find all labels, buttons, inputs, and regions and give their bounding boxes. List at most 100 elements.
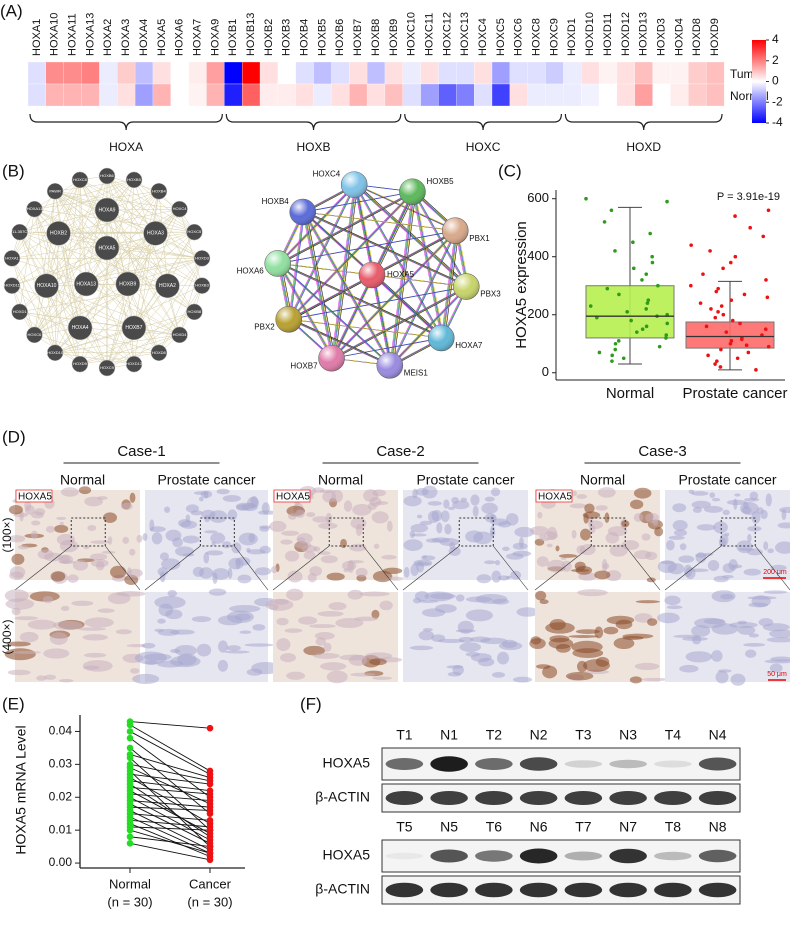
edge bbox=[334, 230, 459, 359]
tissue bbox=[476, 574, 492, 584]
tissue bbox=[280, 539, 293, 545]
tissue bbox=[132, 673, 160, 684]
y-tick-label: 200 bbox=[527, 306, 549, 321]
data-point bbox=[665, 199, 669, 204]
annotation: P = 3.91e-19 bbox=[717, 191, 780, 203]
gene-label: HOXA13 bbox=[84, 13, 96, 56]
tissue bbox=[313, 652, 340, 659]
gene-label: HOXB9 bbox=[388, 19, 400, 56]
tissue bbox=[185, 504, 199, 513]
edge bbox=[279, 263, 392, 366]
data-point bbox=[735, 356, 740, 361]
tissue bbox=[44, 674, 56, 680]
gene-label: HOXC6 bbox=[513, 18, 525, 56]
edge bbox=[19, 231, 108, 369]
data-point bbox=[613, 347, 618, 352]
tissue bbox=[157, 618, 166, 624]
tissue bbox=[17, 545, 29, 550]
y-tick-label: 0.01 bbox=[49, 822, 73, 836]
tissue bbox=[496, 651, 510, 665]
node-label: HOXC4 bbox=[173, 206, 188, 211]
tissue bbox=[455, 594, 465, 602]
node-label: HOXA5 bbox=[387, 270, 415, 279]
x-tick-label: Cancer bbox=[189, 876, 232, 891]
pair-line bbox=[129, 793, 211, 801]
pair-line bbox=[129, 826, 211, 831]
heatmap-cell bbox=[420, 61, 439, 85]
tissue bbox=[317, 551, 331, 555]
edge bbox=[390, 230, 457, 366]
band bbox=[385, 791, 424, 805]
pair-line bbox=[129, 836, 211, 848]
lane-label: N4 bbox=[709, 727, 727, 743]
edge bbox=[413, 191, 444, 339]
pair-line bbox=[129, 731, 211, 775]
data-point bbox=[706, 353, 710, 358]
heatmap-cell bbox=[170, 83, 190, 107]
heatmap-cell bbox=[313, 61, 332, 85]
micrograph bbox=[265, 588, 403, 684]
tissue bbox=[574, 561, 586, 571]
heatmap-cell bbox=[706, 61, 725, 85]
node-shine bbox=[428, 324, 455, 351]
edge bbox=[331, 286, 467, 359]
zoom-line bbox=[272, 545, 330, 591]
heatmap-cell bbox=[206, 61, 225, 85]
tissue bbox=[178, 519, 192, 528]
tissue bbox=[309, 566, 323, 577]
tissue bbox=[510, 570, 522, 580]
y-axis-title: HOXA5 mRNA Level bbox=[13, 725, 29, 854]
data-point bbox=[631, 266, 636, 271]
tissue bbox=[174, 546, 195, 557]
tissue bbox=[217, 659, 229, 672]
tissue bbox=[767, 548, 774, 554]
data-point bbox=[126, 744, 134, 752]
data-point bbox=[126, 826, 134, 834]
tissue bbox=[443, 499, 450, 509]
edge bbox=[54, 191, 203, 259]
heatmap-cell bbox=[259, 61, 279, 85]
gene-label: HOXA5 bbox=[156, 19, 168, 56]
tissue bbox=[320, 662, 347, 671]
tissue bbox=[427, 501, 442, 506]
edge bbox=[55, 190, 195, 233]
tissue bbox=[101, 550, 116, 554]
data-point bbox=[713, 362, 717, 366]
heatmap-cell bbox=[491, 61, 511, 85]
pair-line bbox=[129, 819, 211, 828]
heatmap-cell bbox=[598, 83, 618, 107]
data-point bbox=[748, 225, 752, 230]
tissue bbox=[287, 570, 303, 583]
edge bbox=[106, 258, 203, 369]
node-shine bbox=[442, 217, 469, 244]
data-point bbox=[635, 330, 639, 334]
zoom-line bbox=[402, 545, 460, 591]
heatmap-cell bbox=[670, 61, 689, 85]
edge bbox=[54, 233, 59, 353]
data-point bbox=[704, 324, 709, 329]
tissue bbox=[217, 640, 228, 653]
edge bbox=[34, 209, 81, 328]
edge bbox=[304, 211, 392, 366]
data-point bbox=[744, 343, 749, 347]
edge bbox=[19, 231, 168, 287]
edge bbox=[306, 211, 336, 359]
node-shine bbox=[453, 273, 480, 300]
band bbox=[609, 791, 647, 805]
tissue bbox=[673, 529, 688, 537]
node bbox=[46, 221, 71, 246]
tissue bbox=[770, 564, 787, 571]
data-point bbox=[126, 728, 134, 735]
tissue bbox=[683, 564, 693, 578]
tissue bbox=[284, 550, 300, 562]
tissue bbox=[371, 609, 380, 619]
data-point bbox=[631, 240, 635, 245]
tissue bbox=[679, 543, 687, 551]
protein-label: β-ACTIN bbox=[315, 881, 370, 897]
node bbox=[186, 303, 203, 321]
tissue bbox=[490, 487, 501, 497]
heatmap-cell bbox=[366, 83, 386, 107]
edge bbox=[374, 191, 416, 276]
heatmap-cell bbox=[295, 61, 314, 85]
group-bracket bbox=[225, 113, 402, 131]
